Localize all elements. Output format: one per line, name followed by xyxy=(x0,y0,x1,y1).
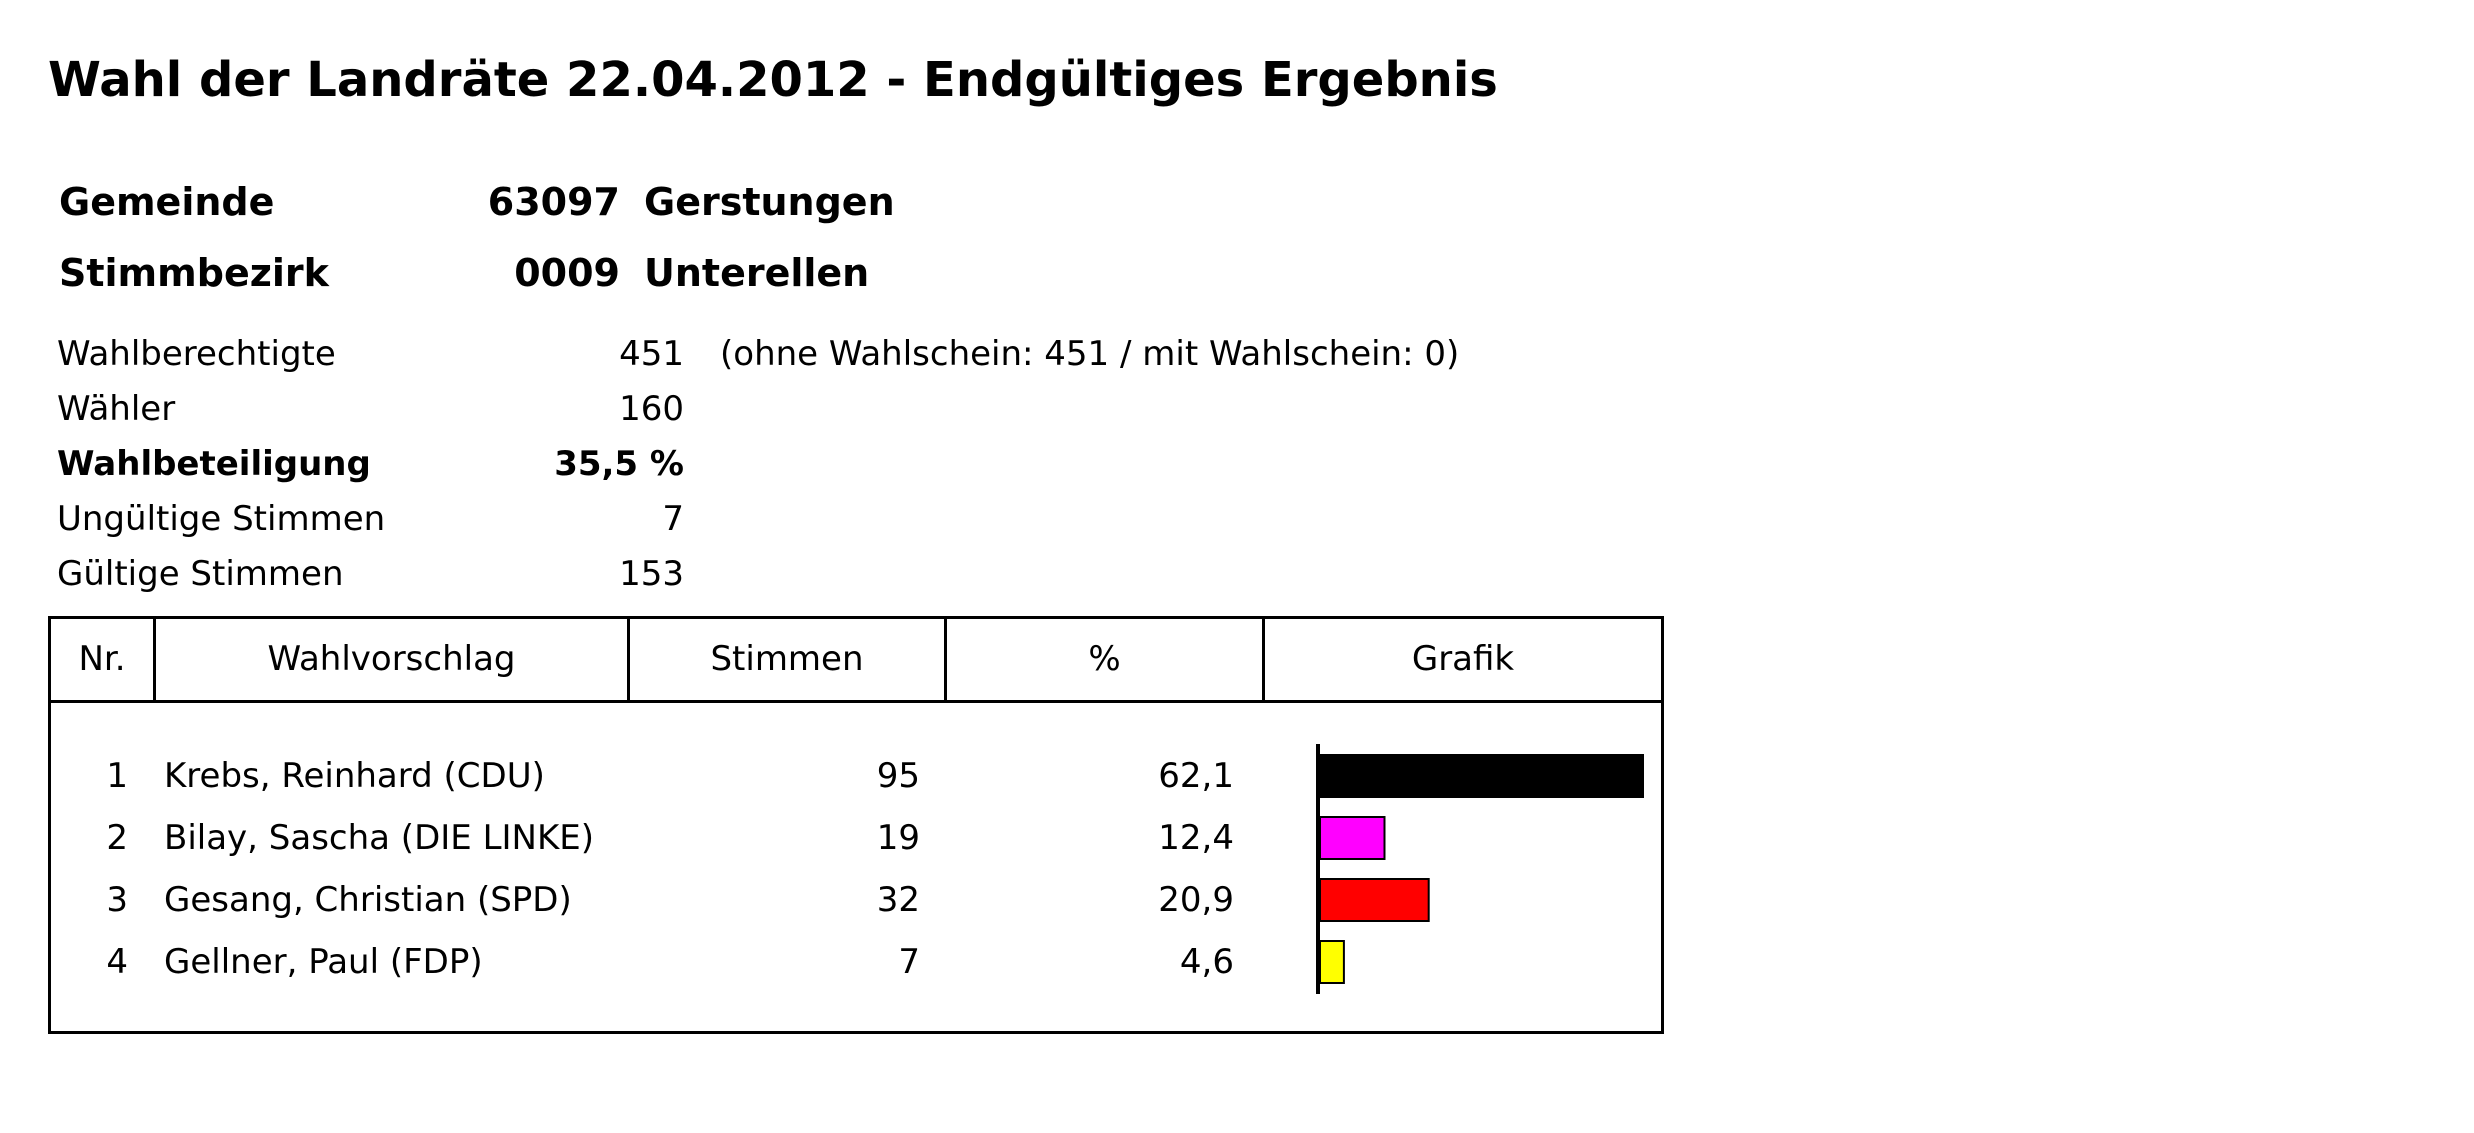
header-prozent: % xyxy=(947,619,1265,700)
gemeinde-label: Gemeinde xyxy=(59,180,275,224)
header-wahlvorschlag: Wahlvorschlag xyxy=(156,619,630,700)
row-1-stimmen: 95 xyxy=(876,756,920,796)
wahlbeteiligung-label: Wahlbeteiligung xyxy=(57,444,371,484)
row-1-prozent: 62,1 xyxy=(1158,756,1234,796)
row-3-nr: 3 xyxy=(106,880,128,920)
row-1-name: Krebs, Reinhard (CDU) xyxy=(164,756,545,796)
stimmbezirk-label: Stimmbezirk xyxy=(59,251,329,295)
bar-1 xyxy=(1319,754,1644,798)
gemeinde-code: 63097 xyxy=(487,180,620,224)
page-title: Wahl der Landräte 22.04.2012 - Endgültig… xyxy=(48,52,1498,108)
row-4-nr: 4 xyxy=(106,942,128,982)
row-3-name: Gesang, Christian (SPD) xyxy=(164,880,572,920)
waehler-label: Wähler xyxy=(57,389,176,429)
wahlberechtigte-label: Wahlberechtigte xyxy=(57,334,336,374)
gueltige-value: 153 xyxy=(619,554,684,594)
wahlbeteiligung-value: 35,5 % xyxy=(554,444,684,484)
table-header: Nr. Wahlvorschlag Stimmen % Grafik xyxy=(51,619,1661,703)
header-grafik: Grafik xyxy=(1411,639,1515,679)
row-2-nr: 2 xyxy=(106,818,128,858)
header-nr: Nr. xyxy=(51,619,156,700)
waehler-value: 160 xyxy=(619,389,684,429)
row-3-stimmen: 32 xyxy=(876,880,920,920)
stimmbezirk-code: 0009 xyxy=(514,251,620,295)
ungueltige-label: Ungültige Stimmen xyxy=(57,499,386,539)
gemeinde-name: Gerstungen xyxy=(644,180,895,224)
row-3-prozent: 20,9 xyxy=(1158,880,1234,920)
bar-3 xyxy=(1319,878,1430,922)
stimmbezirk-name: Unterellen xyxy=(644,251,870,295)
results-table: Nr. Wahlvorschlag Stimmen % Grafik xyxy=(48,616,1664,1034)
wahlberechtigte-note: (ohne Wahlschein: 451 / mit Wahlschein: … xyxy=(720,334,1460,374)
ungueltige-value: 7 xyxy=(662,499,684,539)
bar-2 xyxy=(1319,816,1386,860)
header-stimmen: Stimmen xyxy=(630,619,947,700)
row-4-stimmen: 7 xyxy=(898,942,920,982)
row-2-prozent: 12,4 xyxy=(1158,818,1234,858)
bar-4 xyxy=(1319,940,1345,984)
row-2-name: Bilay, Sascha (DIE LINKE) xyxy=(164,818,595,858)
gueltige-label: Gültige Stimmen xyxy=(57,554,344,594)
row-4-prozent: 4,6 xyxy=(1179,942,1234,982)
row-1-nr: 1 xyxy=(106,756,128,796)
row-2-stimmen: 19 xyxy=(876,818,920,858)
row-4-name: Gellner, Paul (FDP) xyxy=(164,942,483,982)
wahlberechtigte-value: 451 xyxy=(619,334,684,374)
